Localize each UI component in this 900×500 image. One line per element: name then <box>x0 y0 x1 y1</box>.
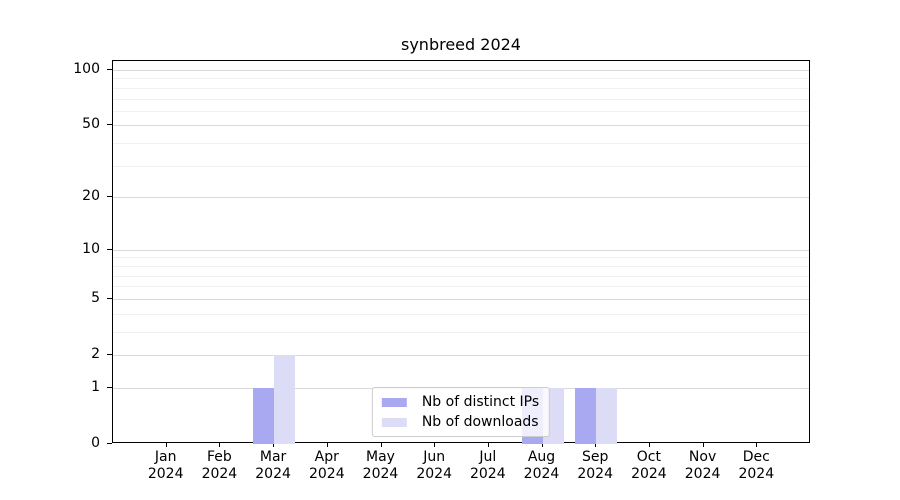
y-tick-label: 2 <box>91 346 100 362</box>
y-tick-label: 5 <box>91 289 100 306</box>
plot-area: Nb of distinct IPs Nb of downloads <box>112 60 810 444</box>
year-label: 2024 <box>631 466 667 482</box>
x-tick-label: Feb 2024 <box>189 449 249 483</box>
major-gridline <box>113 298 809 300</box>
minor-gridline <box>113 275 809 277</box>
month-label: Jun <box>423 449 446 465</box>
y-tick-label: 50 <box>82 116 100 133</box>
legend: Nb of distinct IPs Nb of downloads <box>371 387 551 437</box>
year-label: 2024 <box>416 466 452 482</box>
minor-gridline <box>113 110 809 112</box>
y-tick-label: 0 <box>91 435 100 451</box>
legend-label: Nb of downloads <box>421 414 539 430</box>
legend-label: Nb of distinct IPs <box>421 394 540 410</box>
y-tick-mark <box>107 196 112 198</box>
x-tick-label: Aug 2024 <box>512 449 572 483</box>
chart-title: synbreed 2024 <box>401 35 521 54</box>
y-tick-label: 10 <box>82 240 100 257</box>
x-tick-label: Nov 2024 <box>673 449 733 483</box>
x-tick-mark <box>326 443 328 447</box>
legend-swatch-icon <box>381 417 407 427</box>
major-gridline <box>113 355 809 356</box>
bar-nb-of-distinct-ips <box>253 387 275 444</box>
x-tick-mark <box>165 443 167 447</box>
minor-gridline <box>113 98 809 100</box>
x-tick-label: Apr 2024 <box>297 449 357 483</box>
legend-item: Nb of distinct IPs <box>381 394 540 410</box>
x-tick-mark <box>541 443 543 447</box>
legend-item: Nb of downloads <box>381 414 539 430</box>
bar-nb-of-downloads <box>596 387 618 444</box>
y-tick-label: 1 <box>91 378 100 395</box>
y-tick-mark <box>107 297 112 299</box>
month-label: May <box>366 449 395 465</box>
major-gridline <box>113 197 809 199</box>
y-tick-mark <box>107 354 112 355</box>
minor-gridline <box>113 313 809 315</box>
major-gridline <box>113 249 809 251</box>
x-tick-label: Mar 2024 <box>243 449 303 483</box>
year-label: 2024 <box>308 466 345 482</box>
month-label: Mar <box>259 449 287 465</box>
month-label: Aug <box>527 449 556 465</box>
bar-nb-of-distinct-ips <box>575 387 597 444</box>
minor-gridline <box>113 286 809 288</box>
x-tick-mark <box>648 443 650 447</box>
y-tick-mark <box>107 69 112 70</box>
y-tick-label: 20 <box>82 188 100 205</box>
year-label: 2024 <box>201 466 238 482</box>
month-label: Jul <box>479 449 497 465</box>
month-label: Feb <box>206 449 232 465</box>
minor-gridline <box>113 87 809 89</box>
year-label: 2024 <box>684 466 721 482</box>
y-tick-mark <box>107 248 112 250</box>
bar-nb-of-downloads <box>274 355 296 444</box>
x-tick-mark <box>380 443 382 447</box>
month-label: Nov <box>688 449 717 465</box>
x-tick-mark <box>487 443 489 447</box>
x-tick-label: May 2024 <box>351 449 411 483</box>
month-label: Sep <box>581 449 609 465</box>
y-tick-label: 100 <box>73 61 100 77</box>
year-label: 2024 <box>147 466 184 482</box>
x-tick-mark <box>219 443 221 447</box>
year-label: 2024 <box>362 466 399 482</box>
x-tick-mark <box>595 443 597 447</box>
month-label: Jan <box>154 449 177 465</box>
x-tick-mark <box>756 443 758 447</box>
x-tick-label: Jun 2024 <box>404 449 464 483</box>
x-tick-mark <box>702 443 704 447</box>
x-tick-mark <box>273 443 275 447</box>
x-tick-label: Sep 2024 <box>565 449 625 483</box>
x-tick-label: Jan 2024 <box>136 449 196 483</box>
major-gridline <box>113 70 809 71</box>
major-gridline <box>113 125 809 127</box>
month-label: Apr <box>314 449 339 465</box>
month-label: Dec <box>742 449 770 465</box>
minor-gridline <box>113 265 809 267</box>
legend-swatch-icon <box>381 397 407 407</box>
minor-gridline <box>113 257 809 259</box>
year-label: 2024 <box>255 466 291 482</box>
year-label: 2024 <box>523 466 560 482</box>
x-tick-label: Dec 2024 <box>726 449 786 483</box>
month-label: Oct <box>636 449 661 465</box>
year-label: 2024 <box>738 466 775 482</box>
x-tick-label: Jul 2024 <box>458 449 518 483</box>
x-tick-mark <box>434 443 436 447</box>
minor-gridline <box>113 143 809 145</box>
year-label: 2024 <box>469 466 506 482</box>
y-tick-mark <box>107 443 112 444</box>
y-tick-mark <box>107 124 112 126</box>
minor-gridline <box>113 78 809 80</box>
minor-gridline <box>113 331 809 333</box>
year-label: 2024 <box>577 466 613 482</box>
x-tick-label: Oct 2024 <box>619 449 679 483</box>
y-tick-mark <box>107 386 112 388</box>
minor-gridline <box>113 165 809 167</box>
